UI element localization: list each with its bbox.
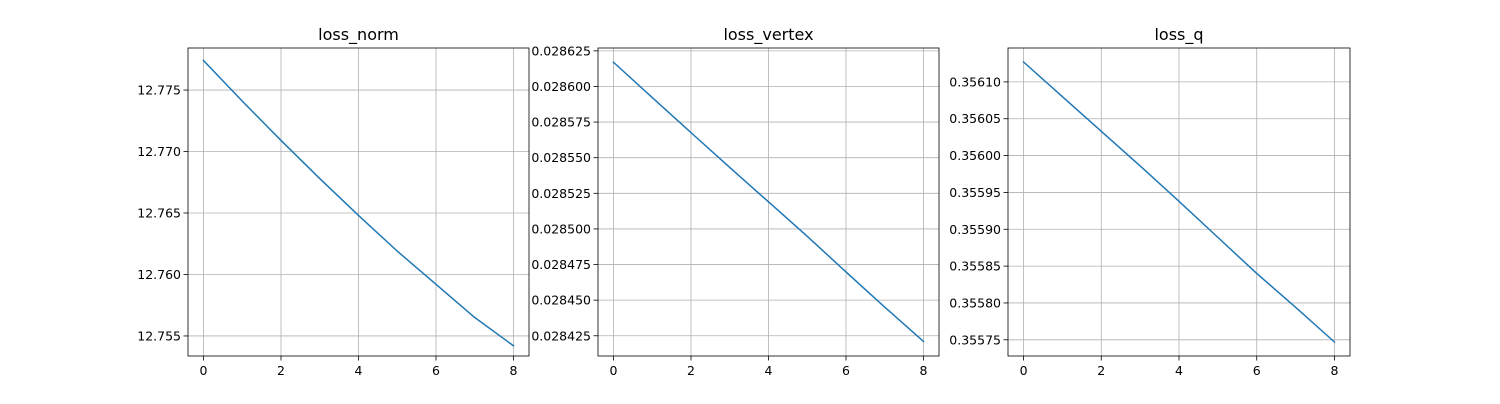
y-tick-label: 0.35575 bbox=[949, 332, 1001, 347]
x-tick-label: 6 bbox=[432, 363, 440, 378]
series-line bbox=[612, 61, 925, 343]
subplot-title: loss_norm bbox=[318, 25, 399, 45]
y-tick-label: 0.028625 bbox=[531, 43, 591, 58]
y-tick-label: 12.775 bbox=[137, 83, 181, 98]
y-tick-label: 12.755 bbox=[137, 328, 181, 343]
y-tick-label: 0.35600 bbox=[949, 148, 1001, 163]
y-tick-label: 0.028425 bbox=[531, 328, 591, 343]
x-tick-label: 0 bbox=[610, 363, 618, 378]
plot-area: 0 2 4 6 8 0.028425 0.028450 0.028475 0.028500 0.0… bbox=[531, 43, 940, 378]
x-tick-label: 0 bbox=[1020, 363, 1028, 378]
y-tick-label: 0.028600 bbox=[531, 79, 591, 94]
x-tick-label: 4 bbox=[765, 363, 773, 378]
y-tick-label: 0.028550 bbox=[531, 150, 591, 165]
y-tick-label: 0.028500 bbox=[531, 221, 591, 236]
y-tick-label: 0.35580 bbox=[949, 295, 1001, 310]
y-tick-label: 12.770 bbox=[137, 144, 181, 159]
x-tick-label: 4 bbox=[355, 363, 363, 378]
y-tick-label: 12.765 bbox=[137, 206, 181, 221]
y-tick-label: 12.760 bbox=[137, 267, 181, 282]
y-tick-label: 0.35610 bbox=[949, 74, 1001, 89]
plot-area: 0 2 4 6 8 12.755 12.760 12.765 12.770 12.775 bbox=[137, 47, 530, 378]
subplot-title: loss_q bbox=[1154, 25, 1203, 45]
y-tick-label: 0.35605 bbox=[949, 111, 1001, 126]
x-tick-label: 6 bbox=[842, 363, 850, 378]
subplot-loss-norm: loss_norm 0 2 4 6 8 12.755 12.760 12.765 12.770 1… bbox=[137, 25, 530, 378]
subplot-loss-vertex: loss_vertex 0 2 4 6 8 0.028425 0.028450 0.02847… bbox=[531, 25, 940, 378]
x-tick-label: 8 bbox=[1330, 363, 1338, 378]
x-tick-label: 8 bbox=[510, 363, 518, 378]
x-tick-label: 2 bbox=[277, 363, 285, 378]
subplot-loss-q: loss_q 0 2 4 6 8 0.35575 0.35580 0.35585 0.35590… bbox=[949, 25, 1351, 378]
y-tick-label: 0.028475 bbox=[531, 257, 591, 272]
x-tick-label: 8 bbox=[920, 363, 928, 378]
x-tick-label: 6 bbox=[1253, 363, 1261, 378]
x-tick-label: 2 bbox=[1097, 363, 1105, 378]
y-tick-label: 0.35595 bbox=[949, 185, 1001, 200]
plot-area: 0 2 4 6 8 0.35575 0.35580 0.35585 0.35590 0.35595… bbox=[949, 47, 1351, 378]
y-tick-label: 0.35590 bbox=[949, 222, 1001, 237]
x-tick-label: 4 bbox=[1175, 363, 1183, 378]
series-line bbox=[1022, 60, 1336, 344]
series-line bbox=[202, 59, 515, 347]
y-tick-label: 0.028575 bbox=[531, 115, 591, 130]
y-tick-label: 0.35585 bbox=[949, 259, 1001, 274]
y-tick-label: 0.028450 bbox=[531, 293, 591, 308]
x-tick-label: 2 bbox=[687, 363, 695, 378]
x-tick-label: 0 bbox=[200, 363, 208, 378]
subplot-title: loss_vertex bbox=[723, 25, 813, 45]
y-tick-label: 0.028525 bbox=[531, 186, 591, 201]
